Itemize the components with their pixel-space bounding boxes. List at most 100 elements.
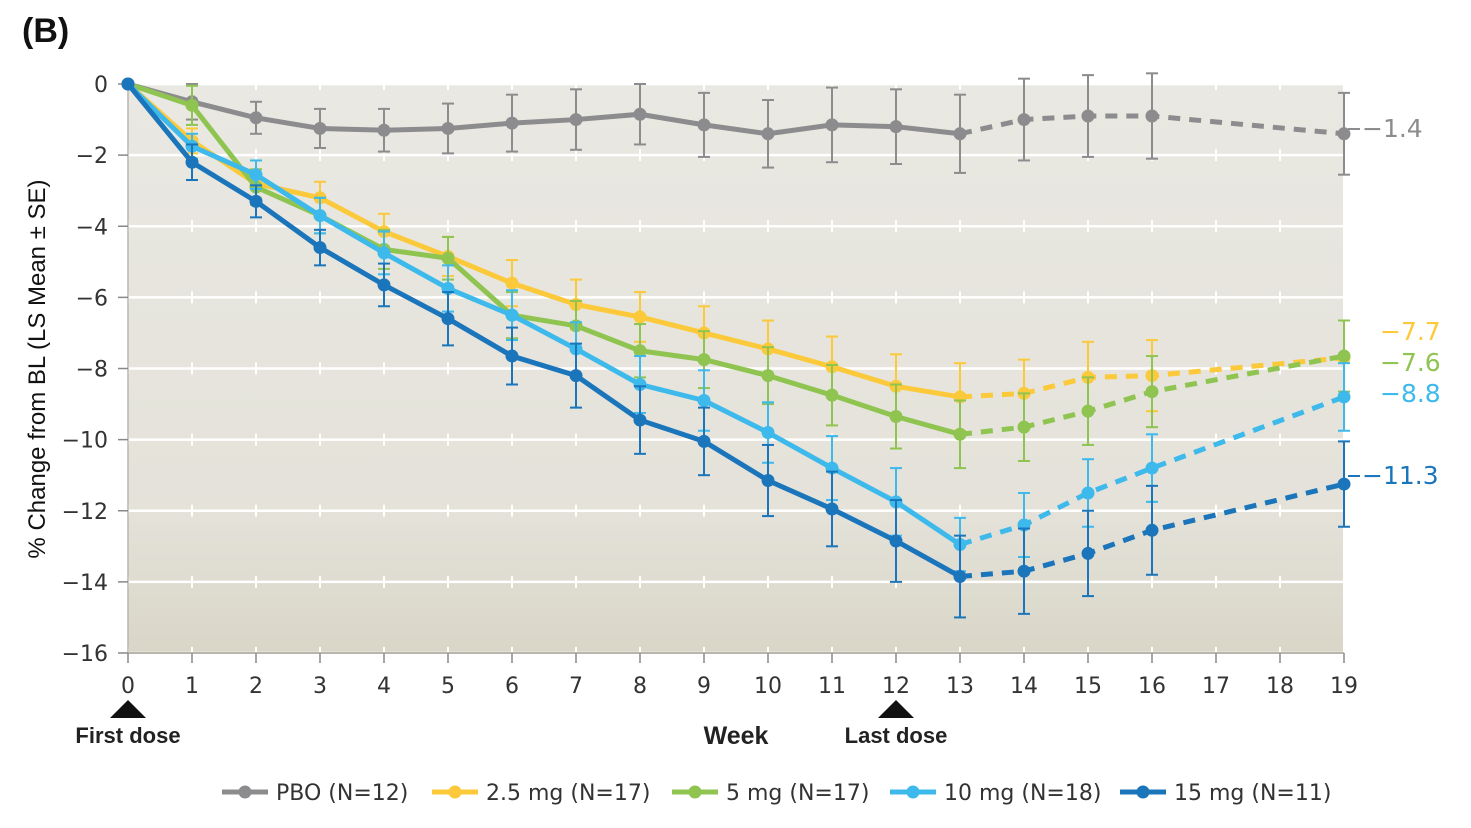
data-point: [441, 121, 455, 135]
end-labels: −1.4 −7.7−7.6−8.8 −11.3: [1348, 114, 1441, 490]
x-tick-label: 5: [441, 674, 455, 699]
data-point: [121, 77, 135, 91]
data-point: [633, 378, 647, 392]
x-tick-label: 18: [1266, 674, 1294, 699]
end-label: −7.6: [1380, 348, 1441, 377]
data-point: [441, 312, 455, 326]
data-point: [697, 394, 711, 408]
data-point: [1337, 349, 1351, 363]
y-tick-label: −16: [62, 642, 108, 667]
data-point: [313, 209, 327, 223]
data-point: [505, 276, 519, 290]
data-point: [1081, 486, 1095, 500]
x-axis-label: Week: [704, 722, 769, 750]
x-tick-label: 4: [377, 674, 391, 699]
data-point: [1337, 477, 1351, 491]
dose-marker-triangle: [110, 700, 146, 718]
series-line-solid: [125, 81, 963, 137]
data-point: [1145, 385, 1159, 399]
legend: PBO (N=12) 2.5 mg (N=17) 5 mg (N=17) 10 mg …: [222, 781, 1331, 806]
dose-markers: First dose Last dose: [75, 700, 947, 748]
data-point: [825, 502, 839, 516]
y-tick-label: −14: [62, 571, 108, 596]
data-point: [1017, 564, 1031, 578]
x-tick-label: 7: [569, 674, 583, 699]
y-axis-label: % Change from BL (LS Mean ± SE): [24, 179, 51, 558]
x-tick-label: 19: [1330, 674, 1358, 699]
x-tick-label: 10: [754, 674, 782, 699]
data-point: [953, 427, 967, 441]
y-tick-label: 0: [94, 73, 108, 98]
data-point: [697, 353, 711, 367]
data-point: [249, 168, 263, 182]
x-tick-label: 11: [818, 674, 846, 699]
y-axis-ticks: 0 −2 −4 −6 −8 −10 −12 −14 −16: [62, 73, 128, 667]
y-tick-label: −12: [62, 500, 108, 525]
series-layer: [121, 72, 1351, 619]
data-point: [761, 474, 775, 488]
data-point: [505, 349, 519, 363]
data-point: [249, 194, 263, 208]
x-tick-label: 12: [882, 674, 910, 699]
end-label: −7.7: [1380, 317, 1441, 346]
data-point: [825, 118, 839, 132]
data-point: [697, 118, 711, 132]
data-point: [441, 251, 455, 265]
y-tick-label: −8: [76, 358, 108, 383]
x-tick-label: 13: [946, 674, 974, 699]
x-tick-label: 15: [1074, 674, 1102, 699]
series-4: [121, 77, 1351, 619]
legend-swatch-point: [688, 785, 702, 799]
data-point: [889, 410, 903, 424]
legend-label: 10 mg (N=18): [944, 781, 1101, 806]
x-tick-label: 2: [249, 674, 263, 699]
data-point: [377, 123, 391, 137]
x-axis-ticks: 0 1 2 3 4 5 6 7 8 9 10 11 12 13 14 15 16 17 18 19: [121, 653, 1358, 699]
end-label: −8.8: [1380, 379, 1441, 408]
data-point: [569, 113, 583, 127]
data-point: [313, 121, 327, 135]
y-tick-label: −10: [62, 429, 108, 454]
end-label: −1.4: [1362, 114, 1423, 143]
legend-swatch-point: [1136, 785, 1150, 799]
data-point: [377, 278, 391, 292]
panel-label: (B): [22, 12, 70, 50]
legend-label: 15 mg (N=11): [1174, 781, 1331, 806]
series-line-solid: [125, 81, 963, 400]
data-point: [697, 434, 711, 448]
legend-label: PBO (N=12): [276, 781, 408, 806]
x-tick-label: 14: [1010, 674, 1038, 699]
data-point: [1017, 113, 1031, 127]
x-tick-label: 17: [1202, 674, 1230, 699]
series-line-solid: [125, 81, 963, 548]
legend-swatch-point: [448, 785, 462, 799]
x-tick-label: 1: [185, 674, 199, 699]
data-point: [825, 388, 839, 402]
data-point: [1017, 420, 1031, 434]
dose-marker-label: First dose: [75, 723, 180, 748]
x-tick-label: 3: [313, 674, 327, 699]
series-line-solid: [125, 81, 963, 580]
data-point: [889, 120, 903, 134]
data-point: [1081, 109, 1095, 123]
data-point: [377, 246, 391, 260]
data-point: [761, 426, 775, 440]
data-point: [1145, 109, 1159, 123]
series-line-solid: [125, 81, 963, 437]
data-point: [185, 98, 199, 112]
data-point: [1337, 127, 1351, 141]
data-point: [633, 413, 647, 427]
legend-swatch-point: [906, 785, 920, 799]
series-line-dashed: [959, 394, 1345, 547]
dose-marker-label: Last dose: [845, 723, 948, 748]
data-point: [505, 308, 519, 322]
x-tick-label: 9: [697, 674, 711, 699]
data-point: [889, 534, 903, 548]
data-point: [1145, 523, 1159, 537]
end-label: −11.3: [1362, 461, 1439, 490]
data-point: [953, 570, 967, 584]
legend-label: 5 mg (N=17): [726, 781, 869, 806]
data-point: [633, 107, 647, 121]
y-tick-label: −6: [76, 286, 108, 311]
